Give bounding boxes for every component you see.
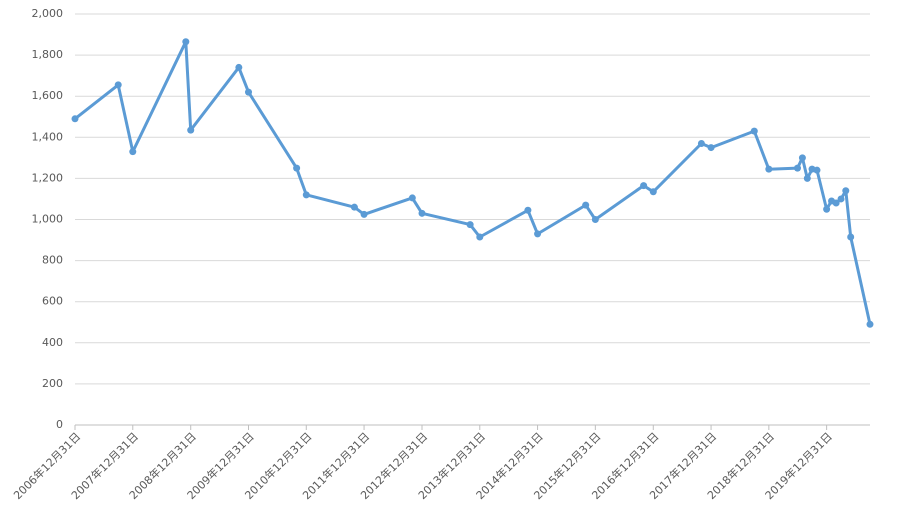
y-tick-label: 800 [42,254,63,267]
data-point [476,233,484,241]
y-tick-label: 1,600 [32,89,64,102]
data-point [591,216,599,223]
data-point [697,139,705,147]
data-point [832,199,840,207]
data-point [765,165,773,173]
data-point [302,191,310,199]
data-point [466,221,474,229]
data-point [235,63,243,71]
data-line [74,40,872,325]
data-point [823,205,831,213]
data-point [293,164,301,172]
data-point [707,144,715,152]
y-tick-label: 1,200 [32,171,64,184]
data-point [350,203,358,211]
data-point [114,81,122,89]
data-point [866,320,874,328]
data-point [813,166,821,174]
data-point [534,230,542,238]
data-point [418,209,426,217]
data-point [245,88,253,96]
y-tick-label: 600 [42,295,63,308]
data-point [129,148,137,156]
data-point [842,187,850,195]
data-point [582,201,590,209]
data-point [360,210,368,218]
data-point [187,126,195,134]
data-point [408,194,416,202]
y-tick-label: 0 [56,418,63,431]
data-point [524,206,532,214]
y-tick-label: 1,800 [32,48,64,61]
data-point [847,233,855,241]
data-point [837,195,845,203]
data-point [71,115,79,123]
data-point [750,127,758,135]
data-point [182,38,190,46]
y-tick-label: 2,000 [32,7,64,20]
data-point [798,154,806,162]
data-point [803,174,811,182]
data-point [640,182,648,190]
y-tick-label: 1,000 [32,213,64,226]
y-tick-label: 200 [42,377,63,390]
y-tick-label: 400 [42,336,63,349]
data-point [649,188,657,196]
y-tick-label: 1,400 [32,130,64,143]
data-point [793,164,801,172]
